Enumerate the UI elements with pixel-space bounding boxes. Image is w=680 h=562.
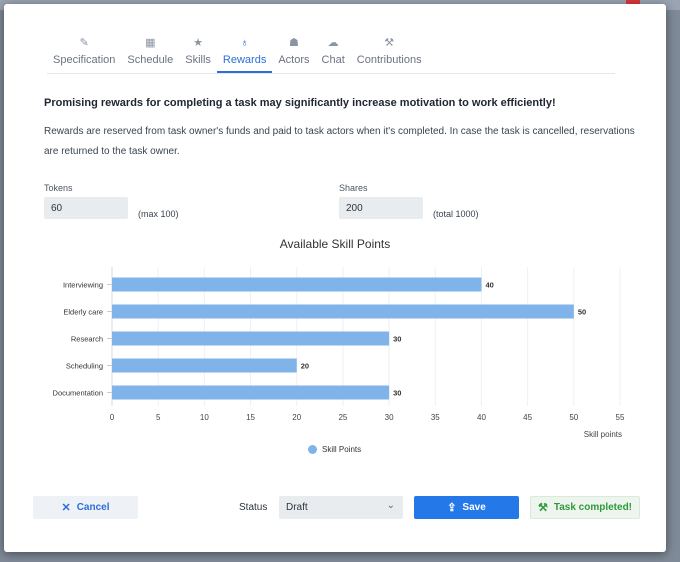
y-category-label: Documentation [53,389,103,398]
x-axis-label: Skill points [584,430,622,439]
y-category-label: Interviewing [63,281,103,290]
tab-label: Contributions [356,54,422,66]
shares-input[interactable]: 200 [339,197,423,219]
x-tick-label: 15 [246,413,255,422]
calendar-icon: ▦ [145,37,156,49]
tab-chat[interactable]: ☁ Chat [316,36,351,73]
bar-value-label: 40 [485,281,493,290]
legend-label: Skill Points [322,445,362,454]
y-category-label: Elderly care [63,308,103,317]
x-tick-label: 35 [431,413,440,422]
close-icon: ✕ [61,502,71,514]
y-category-label: Research [71,335,103,344]
tab-label: Skills [185,54,211,66]
tab-skills[interactable]: ★ Skills [179,36,217,73]
bar-value-label: 30 [393,335,401,344]
tab-bar: ✎ Specification ▦ Schedule ★ Skills ♁ Re… [47,36,615,74]
skill-points-chart: 0 5 10 15 20 25 30 35 40 45 50 55 Interviewing 40 Elde… [53,267,625,439]
rewards-description: Rewards are reserved from task owner's f… [44,126,635,157]
bar-value-label: 50 [578,308,586,317]
bar [112,277,482,292]
x-tick-label: 50 [569,413,578,422]
tab-schedule[interactable]: ▦ Schedule [121,36,179,73]
save-label: Save [462,502,486,513]
x-tick-label: 55 [616,413,625,422]
bar [112,304,574,319]
tab-label: Actors [278,54,310,66]
cancel-button[interactable]: ✕ Cancel [33,496,138,519]
x-tick-label: 0 [110,413,115,422]
x-tick-label: 5 [156,413,161,422]
status-label: Status [239,502,268,513]
chat-icon: ☁ [327,37,339,49]
task-completed-button[interactable]: ⚒ Task completed! [530,496,640,519]
tab-label: Rewards [222,54,267,66]
y-category-label: Scheduling [66,362,103,371]
task-completed-label: Task completed! [553,502,633,513]
award-icon: ♁ [240,37,249,49]
rewards-dialog: ✎ Specification ▦ Schedule ★ Skills ♁ Re… [4,4,666,552]
x-tick-label: 10 [200,413,209,422]
x-tick-label: 30 [385,413,394,422]
shares-hint: (total 1000) [433,209,479,219]
tab-label: Chat [321,54,345,66]
status-select[interactable]: Draft ⌄ [279,496,403,519]
save-button[interactable]: ⇪ Save [414,496,519,519]
shares-label: Shares [339,183,368,193]
tab-label: Schedule [127,54,174,66]
pencil-icon: ✎ [79,37,89,49]
x-tick-label: 20 [292,413,301,422]
hammer-icon: ⚒ [384,37,395,49]
hammer-icon: ⚒ [537,502,548,514]
x-tick-label: 45 [523,413,532,422]
rewards-headline: Promising rewards for completing a task … [44,97,556,109]
tokens-label: Tokens [44,183,73,193]
chart-title: Available Skill Points [279,237,391,251]
upload-icon: ⇪ [447,502,457,514]
x-tick-label: 25 [338,413,347,422]
users-icon: ☗ [288,37,299,49]
bar [112,385,390,400]
cancel-label: Cancel [76,502,110,513]
chart-legend[interactable]: Skill Points [308,445,361,454]
bar-value-label: 20 [301,362,309,371]
status-value: Draft [286,502,308,513]
bar [112,358,297,373]
bar [112,331,390,346]
chevron-down-icon: ⌄ [386,500,395,511]
star-icon: ★ [193,37,204,49]
tokens-hint: (max 100) [138,209,179,219]
legend-swatch [308,445,317,454]
tab-label: Specification [53,54,116,66]
tokens-input[interactable]: 60 [44,197,128,219]
tab-actors[interactable]: ☗ Actors [272,36,315,73]
tab-rewards[interactable]: ♁ Rewards [216,36,273,73]
tab-specification[interactable]: ✎ Specification [47,36,121,73]
bar-value-label: 30 [393,389,401,398]
tab-contributions[interactable]: ⚒ Contributions [351,36,428,73]
x-tick-label: 40 [477,413,486,422]
